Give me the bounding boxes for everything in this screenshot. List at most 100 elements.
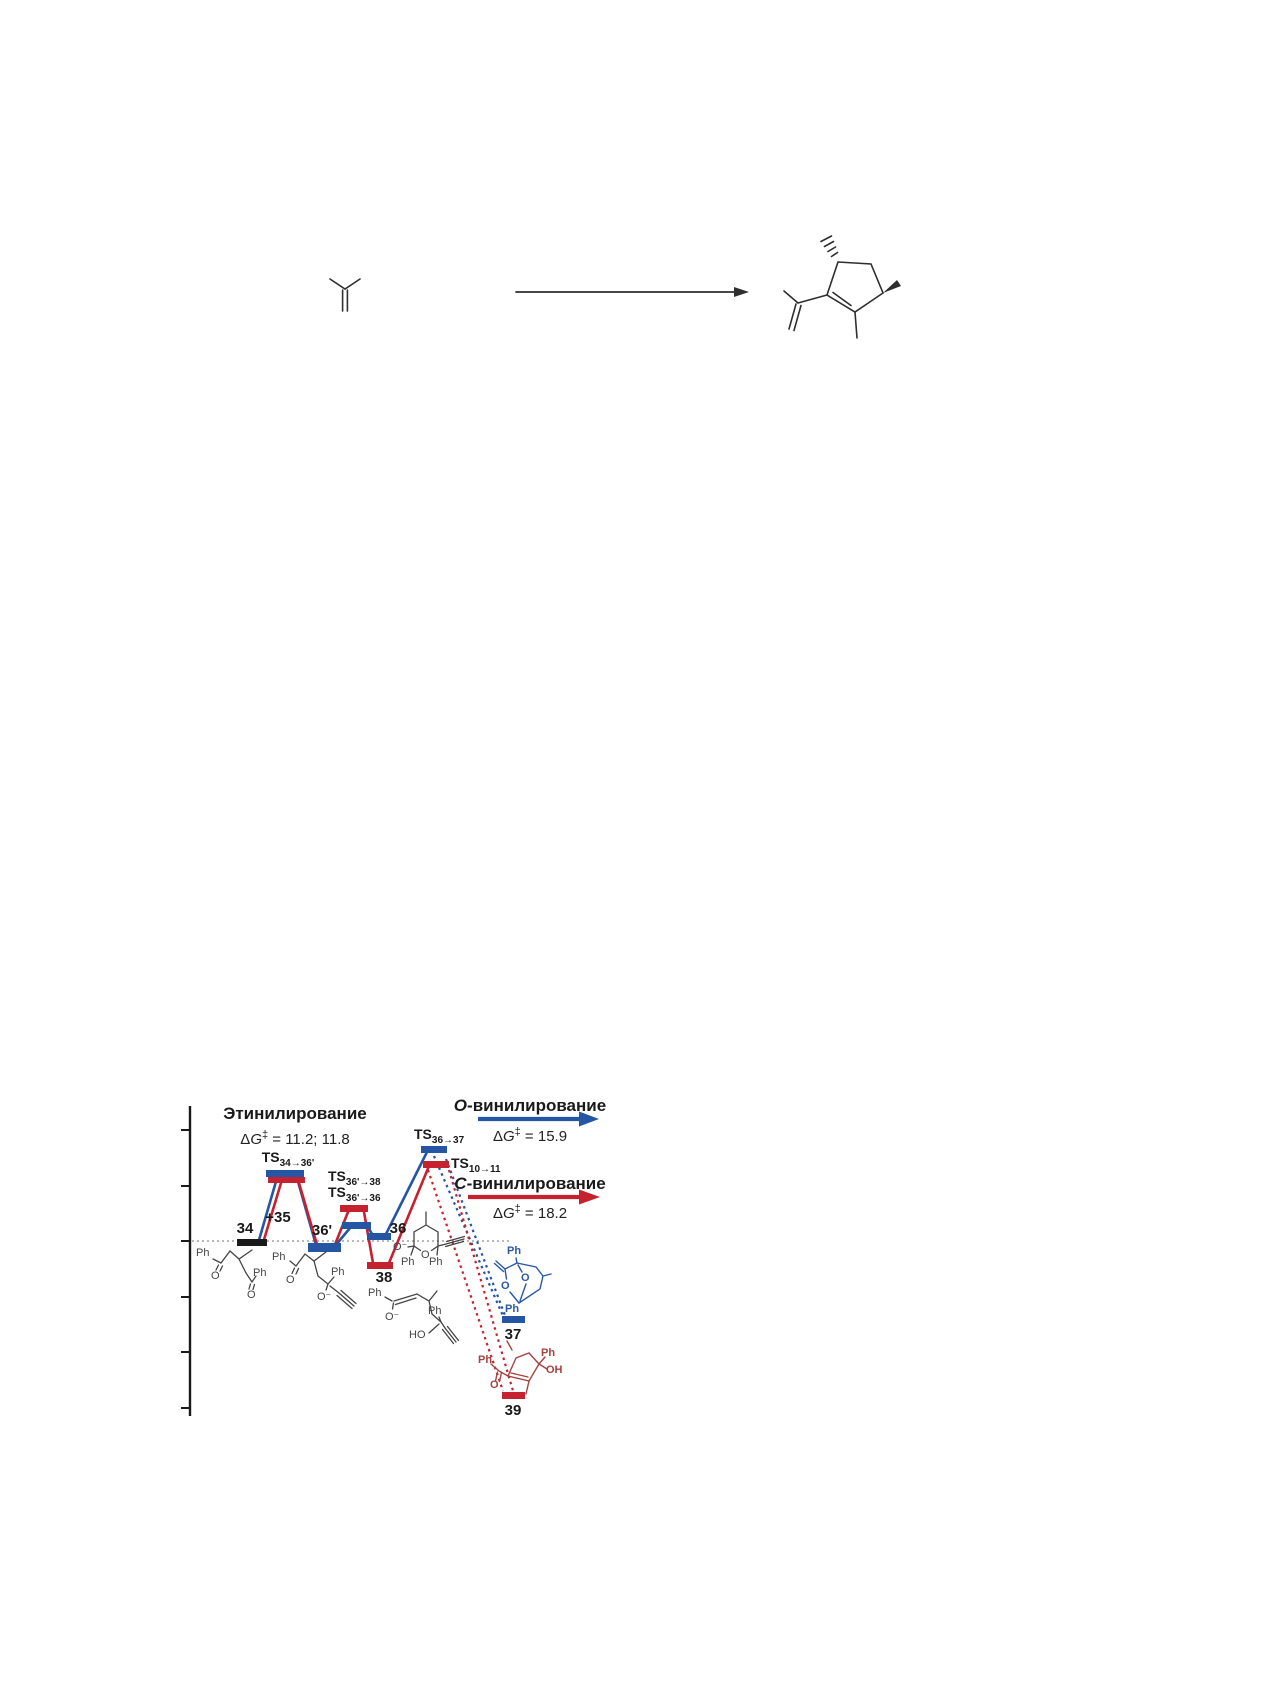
reaction-scheme <box>329 235 901 339</box>
atom-label-o: O <box>490 1379 499 1391</box>
dg-number: = 18.2 <box>520 1205 568 1222</box>
atom-label-ho: HO <box>409 1329 426 1341</box>
atom-label-ph: Ph <box>541 1347 556 1359</box>
ts-main: TS <box>414 1126 432 1142</box>
level-bar-34 <box>237 1239 267 1246</box>
ts-label-10-11: TS10→11 <box>451 1155 501 1175</box>
ts-sub: 36'→36 <box>345 1192 381 1204</box>
g-symbol: G <box>502 1128 515 1145</box>
o-italic: О <box>453 1096 468 1115</box>
ts-bar-10-11-red <box>423 1161 449 1168</box>
ethynylation-dg-value: ΔG‡ = 11.2; 11.8 <box>200 1129 390 1148</box>
level-label-36: 36 <box>389 1220 407 1237</box>
structure-36p-skeleton <box>289 1251 357 1310</box>
ts-bar-36p-36-blue <box>342 1222 371 1229</box>
atom-label-ph: Ph <box>429 1256 443 1268</box>
delta-symbol: Δ <box>240 1131 251 1148</box>
ts-bar-36-37-blue <box>421 1146 447 1153</box>
c-vinylation-title: С-винилирование <box>450 1174 610 1194</box>
atom-label-ph: Ph <box>507 1245 522 1257</box>
atom-label-ph: Ph <box>368 1287 382 1299</box>
o-vinylation-title: О-винилирование <box>450 1096 610 1116</box>
level-bar-39 <box>502 1392 525 1399</box>
c-vinylation-arrow <box>468 1189 600 1205</box>
atom-label-oh: OH <box>546 1364 563 1376</box>
ts-main: TS <box>328 1184 346 1200</box>
structure-36-skeleton <box>407 1211 466 1256</box>
structure-37-skeleton <box>493 1257 552 1304</box>
ts-sub: 36→37 <box>431 1134 465 1146</box>
atom-label-o-minus: O⁻ <box>393 1241 408 1253</box>
ddagger-symbol: ‡ <box>261 1129 269 1141</box>
delta-symbol: Δ <box>492 1128 503 1145</box>
c-title-rest: -винилирование <box>466 1174 606 1193</box>
dg-number: = 11.2; 11.8 <box>268 1131 350 1148</box>
c-vinylation-dg-value: ΔG‡ = 18.2 <box>450 1203 610 1222</box>
reactant-isobutylene-structure <box>329 278 361 312</box>
atom-label-o: O <box>521 1272 530 1284</box>
ddagger-symbol: ‡ <box>514 1203 521 1215</box>
hashed-bond <box>820 235 839 258</box>
c-italic: С <box>454 1174 467 1193</box>
o-vinylation-dg-value: ΔG‡ = 15.9 <box>450 1126 610 1145</box>
ts-bar-34-36p-red <box>268 1177 305 1183</box>
atom-label-o: O <box>211 1270 220 1282</box>
energy-diagram <box>181 1106 600 1416</box>
atom-label-ph: Ph <box>196 1247 210 1259</box>
product-cyclopentene-structure <box>783 235 901 339</box>
atom-label-ph: Ph <box>478 1354 493 1366</box>
atom-label-ph: Ph <box>505 1303 520 1315</box>
level-bar-36p <box>308 1243 341 1252</box>
atom-label-o: O <box>247 1289 256 1301</box>
level-label-37: 37 <box>504 1326 522 1343</box>
energy-axis <box>181 1106 192 1416</box>
g-symbol: G <box>502 1205 515 1222</box>
ts-sub: 10→11 <box>468 1163 501 1175</box>
structure-38-skeleton <box>384 1290 460 1345</box>
ts-main: TS <box>451 1155 469 1171</box>
level-label-39: 39 <box>504 1402 522 1419</box>
ts-label-36p-38: TS36'→38 <box>328 1168 381 1188</box>
o-title-rest: -винилирование <box>467 1096 607 1115</box>
level-label-38: 38 <box>375 1269 393 1286</box>
atom-label-o: O <box>286 1274 295 1286</box>
structure-34-skeleton <box>212 1249 257 1291</box>
level-label-34: 34 <box>236 1220 254 1237</box>
ts-sub: 36'→38 <box>345 1176 381 1188</box>
reaction-arrow <box>515 287 749 297</box>
dg-number: = 15.9 <box>520 1128 568 1145</box>
o-vinylation-arrow <box>478 1111 599 1127</box>
level-bar-37 <box>502 1316 525 1323</box>
ts-label-36p-36: TS36'→36 <box>328 1184 381 1204</box>
ts-bar-36p-38-red <box>340 1205 368 1212</box>
atom-label-ph: Ph <box>428 1305 442 1317</box>
red-dotted-connector <box>426 1169 515 1392</box>
ts-bar-34-36p-blue <box>266 1170 304 1177</box>
ts-main: TS <box>328 1168 346 1184</box>
ts-label-34-36p: TS34→36' <box>250 1149 326 1169</box>
plus-35-label: +35 <box>265 1209 291 1226</box>
ddagger-symbol: ‡ <box>514 1126 521 1138</box>
g-symbol: G <box>250 1131 262 1148</box>
red-path-lines <box>261 1164 431 1265</box>
ts-label-36-37: TS36→37 <box>414 1126 464 1146</box>
ethynylation-title: Этинилирование <box>223 1104 367 1123</box>
atom-label-ph: Ph <box>331 1266 345 1278</box>
ts-main: TS <box>261 1149 280 1165</box>
structure-39-skeleton <box>490 1340 548 1395</box>
level-label-36p: 36' <box>311 1222 333 1239</box>
wedge-bond <box>883 280 901 293</box>
atom-label-o: O <box>421 1249 430 1261</box>
ts-sub: 34→36' <box>279 1157 315 1169</box>
atom-label-ph: Ph <box>401 1256 415 1268</box>
level-bar-38 <box>367 1262 393 1269</box>
atom-label-ph: Ph <box>253 1267 267 1279</box>
atom-label-o: O <box>501 1280 510 1292</box>
atom-label-o-minus: O⁻ <box>385 1311 400 1323</box>
atom-label-o-minus: O⁻ <box>317 1291 332 1303</box>
blue-dotted-connector <box>432 1155 508 1319</box>
delta-symbol: Δ <box>492 1205 503 1222</box>
level-bar-36 <box>367 1233 391 1240</box>
